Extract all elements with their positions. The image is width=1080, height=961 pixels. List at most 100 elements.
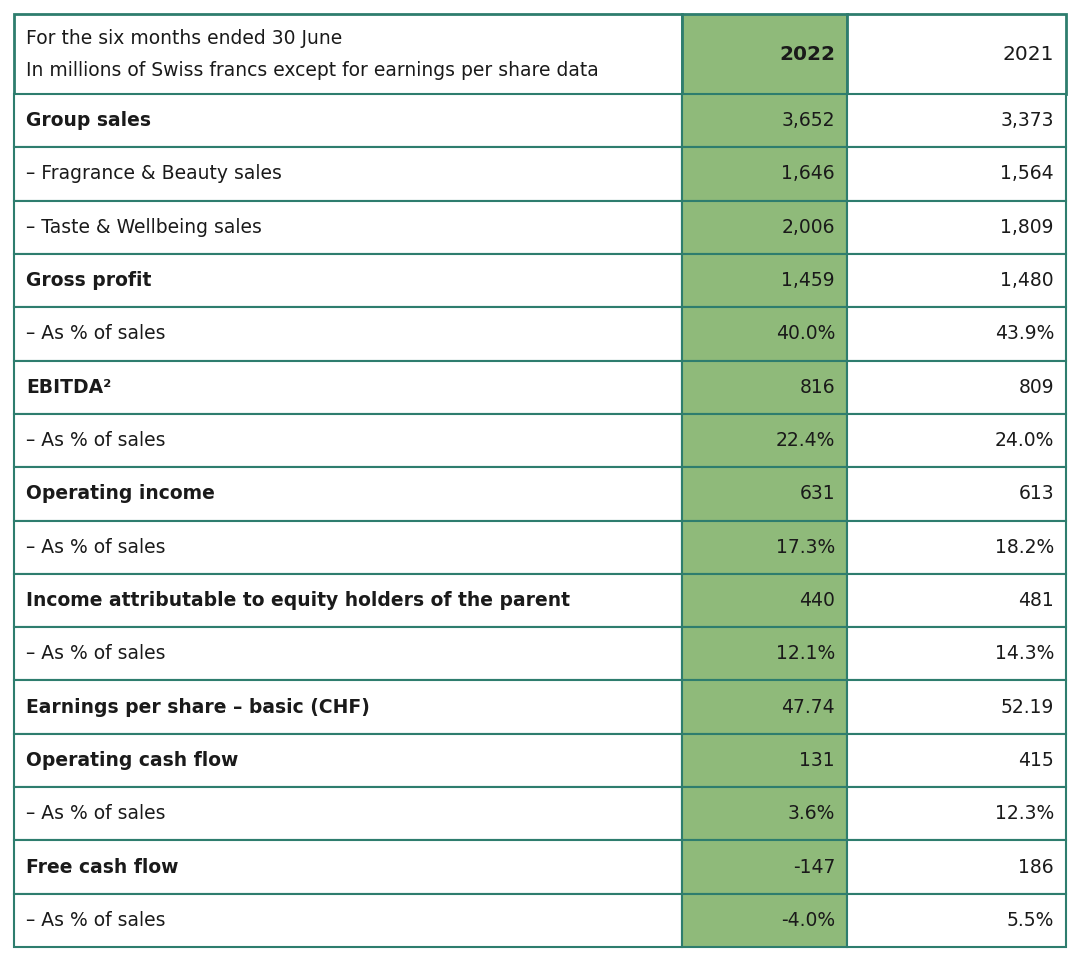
- Bar: [14, 94, 681, 147]
- Bar: [14, 360, 681, 414]
- Text: -4.0%: -4.0%: [781, 911, 835, 930]
- Text: For the six months ended 30 June: For the six months ended 30 June: [26, 29, 342, 47]
- Text: 131: 131: [799, 751, 835, 770]
- Text: 43.9%: 43.9%: [995, 325, 1054, 343]
- Bar: [14, 521, 681, 574]
- Bar: [681, 360, 847, 414]
- Bar: [681, 628, 847, 680]
- Text: 24.0%: 24.0%: [995, 431, 1054, 450]
- Text: Free cash flow: Free cash flow: [26, 857, 178, 876]
- Text: – As % of sales: – As % of sales: [26, 325, 165, 343]
- Bar: [847, 360, 1066, 414]
- Bar: [14, 787, 681, 840]
- Text: – As % of sales: – As % of sales: [26, 644, 165, 663]
- Bar: [14, 14, 681, 94]
- Bar: [847, 628, 1066, 680]
- Bar: [14, 201, 681, 254]
- Bar: [847, 734, 1066, 787]
- Bar: [14, 308, 681, 360]
- Text: – As % of sales: – As % of sales: [26, 804, 165, 824]
- Text: 1,480: 1,480: [1000, 271, 1054, 290]
- Text: – As % of sales: – As % of sales: [26, 431, 165, 450]
- Text: 12.3%: 12.3%: [995, 804, 1054, 824]
- Text: EBITDA²: EBITDA²: [26, 378, 111, 397]
- Bar: [847, 521, 1066, 574]
- Text: – As % of sales: – As % of sales: [26, 911, 165, 930]
- Bar: [14, 414, 681, 467]
- Bar: [681, 734, 847, 787]
- Text: 22.4%: 22.4%: [775, 431, 835, 450]
- Text: 14.3%: 14.3%: [995, 644, 1054, 663]
- Bar: [681, 201, 847, 254]
- Bar: [14, 254, 681, 308]
- Bar: [681, 414, 847, 467]
- Bar: [681, 521, 847, 574]
- Text: -147: -147: [793, 857, 835, 876]
- Text: 5.5%: 5.5%: [1007, 911, 1054, 930]
- Text: 17.3%: 17.3%: [775, 537, 835, 556]
- Bar: [847, 14, 1066, 94]
- Bar: [681, 680, 847, 734]
- Text: 1,809: 1,809: [1000, 218, 1054, 236]
- Bar: [681, 254, 847, 308]
- Bar: [14, 680, 681, 734]
- Text: Operating cash flow: Operating cash flow: [26, 751, 239, 770]
- Text: 3.6%: 3.6%: [787, 804, 835, 824]
- Text: In millions of Swiss francs except for earnings per share data: In millions of Swiss francs except for e…: [26, 61, 598, 80]
- Text: 47.74: 47.74: [781, 698, 835, 717]
- Bar: [14, 840, 681, 894]
- Text: – Taste & Wellbeing sales: – Taste & Wellbeing sales: [26, 218, 261, 236]
- Bar: [847, 680, 1066, 734]
- Text: 2022: 2022: [779, 44, 835, 63]
- Text: 1,564: 1,564: [1000, 164, 1054, 184]
- Text: 12.1%: 12.1%: [775, 644, 835, 663]
- Text: 40.0%: 40.0%: [775, 325, 835, 343]
- Bar: [14, 467, 681, 521]
- Text: 52.19: 52.19: [1001, 698, 1054, 717]
- Text: 809: 809: [1018, 378, 1054, 397]
- Text: 1,646: 1,646: [781, 164, 835, 184]
- Text: 631: 631: [799, 484, 835, 504]
- Bar: [847, 894, 1066, 947]
- Text: Group sales: Group sales: [26, 111, 151, 130]
- Bar: [14, 894, 681, 947]
- Bar: [847, 787, 1066, 840]
- Text: 18.2%: 18.2%: [995, 537, 1054, 556]
- Bar: [681, 467, 847, 521]
- Text: 3,373: 3,373: [1000, 111, 1054, 130]
- Text: 2,006: 2,006: [782, 218, 835, 236]
- Text: Earnings per share – basic (CHF): Earnings per share – basic (CHF): [26, 698, 369, 717]
- Bar: [14, 628, 681, 680]
- Text: 415: 415: [1018, 751, 1054, 770]
- Text: 440: 440: [799, 591, 835, 610]
- Bar: [681, 574, 847, 628]
- Bar: [847, 308, 1066, 360]
- Bar: [847, 467, 1066, 521]
- Bar: [681, 787, 847, 840]
- Bar: [847, 147, 1066, 201]
- Bar: [847, 840, 1066, 894]
- Bar: [681, 147, 847, 201]
- Bar: [681, 94, 847, 147]
- Bar: [681, 894, 847, 947]
- Text: Income attributable to equity holders of the parent: Income attributable to equity holders of…: [26, 591, 570, 610]
- Bar: [681, 840, 847, 894]
- Text: – Fragrance & Beauty sales: – Fragrance & Beauty sales: [26, 164, 282, 184]
- Text: 816: 816: [799, 378, 835, 397]
- Bar: [681, 308, 847, 360]
- Bar: [847, 414, 1066, 467]
- Text: 3,652: 3,652: [782, 111, 835, 130]
- Bar: [847, 94, 1066, 147]
- Text: 481: 481: [1018, 591, 1054, 610]
- Bar: [681, 14, 847, 94]
- Text: – As % of sales: – As % of sales: [26, 537, 165, 556]
- Bar: [14, 734, 681, 787]
- Bar: [14, 147, 681, 201]
- Text: Operating income: Operating income: [26, 484, 215, 504]
- Text: 2021: 2021: [1002, 44, 1054, 63]
- Text: 1,459: 1,459: [781, 271, 835, 290]
- Bar: [14, 574, 681, 628]
- Bar: [847, 254, 1066, 308]
- Bar: [847, 574, 1066, 628]
- Text: 613: 613: [1018, 484, 1054, 504]
